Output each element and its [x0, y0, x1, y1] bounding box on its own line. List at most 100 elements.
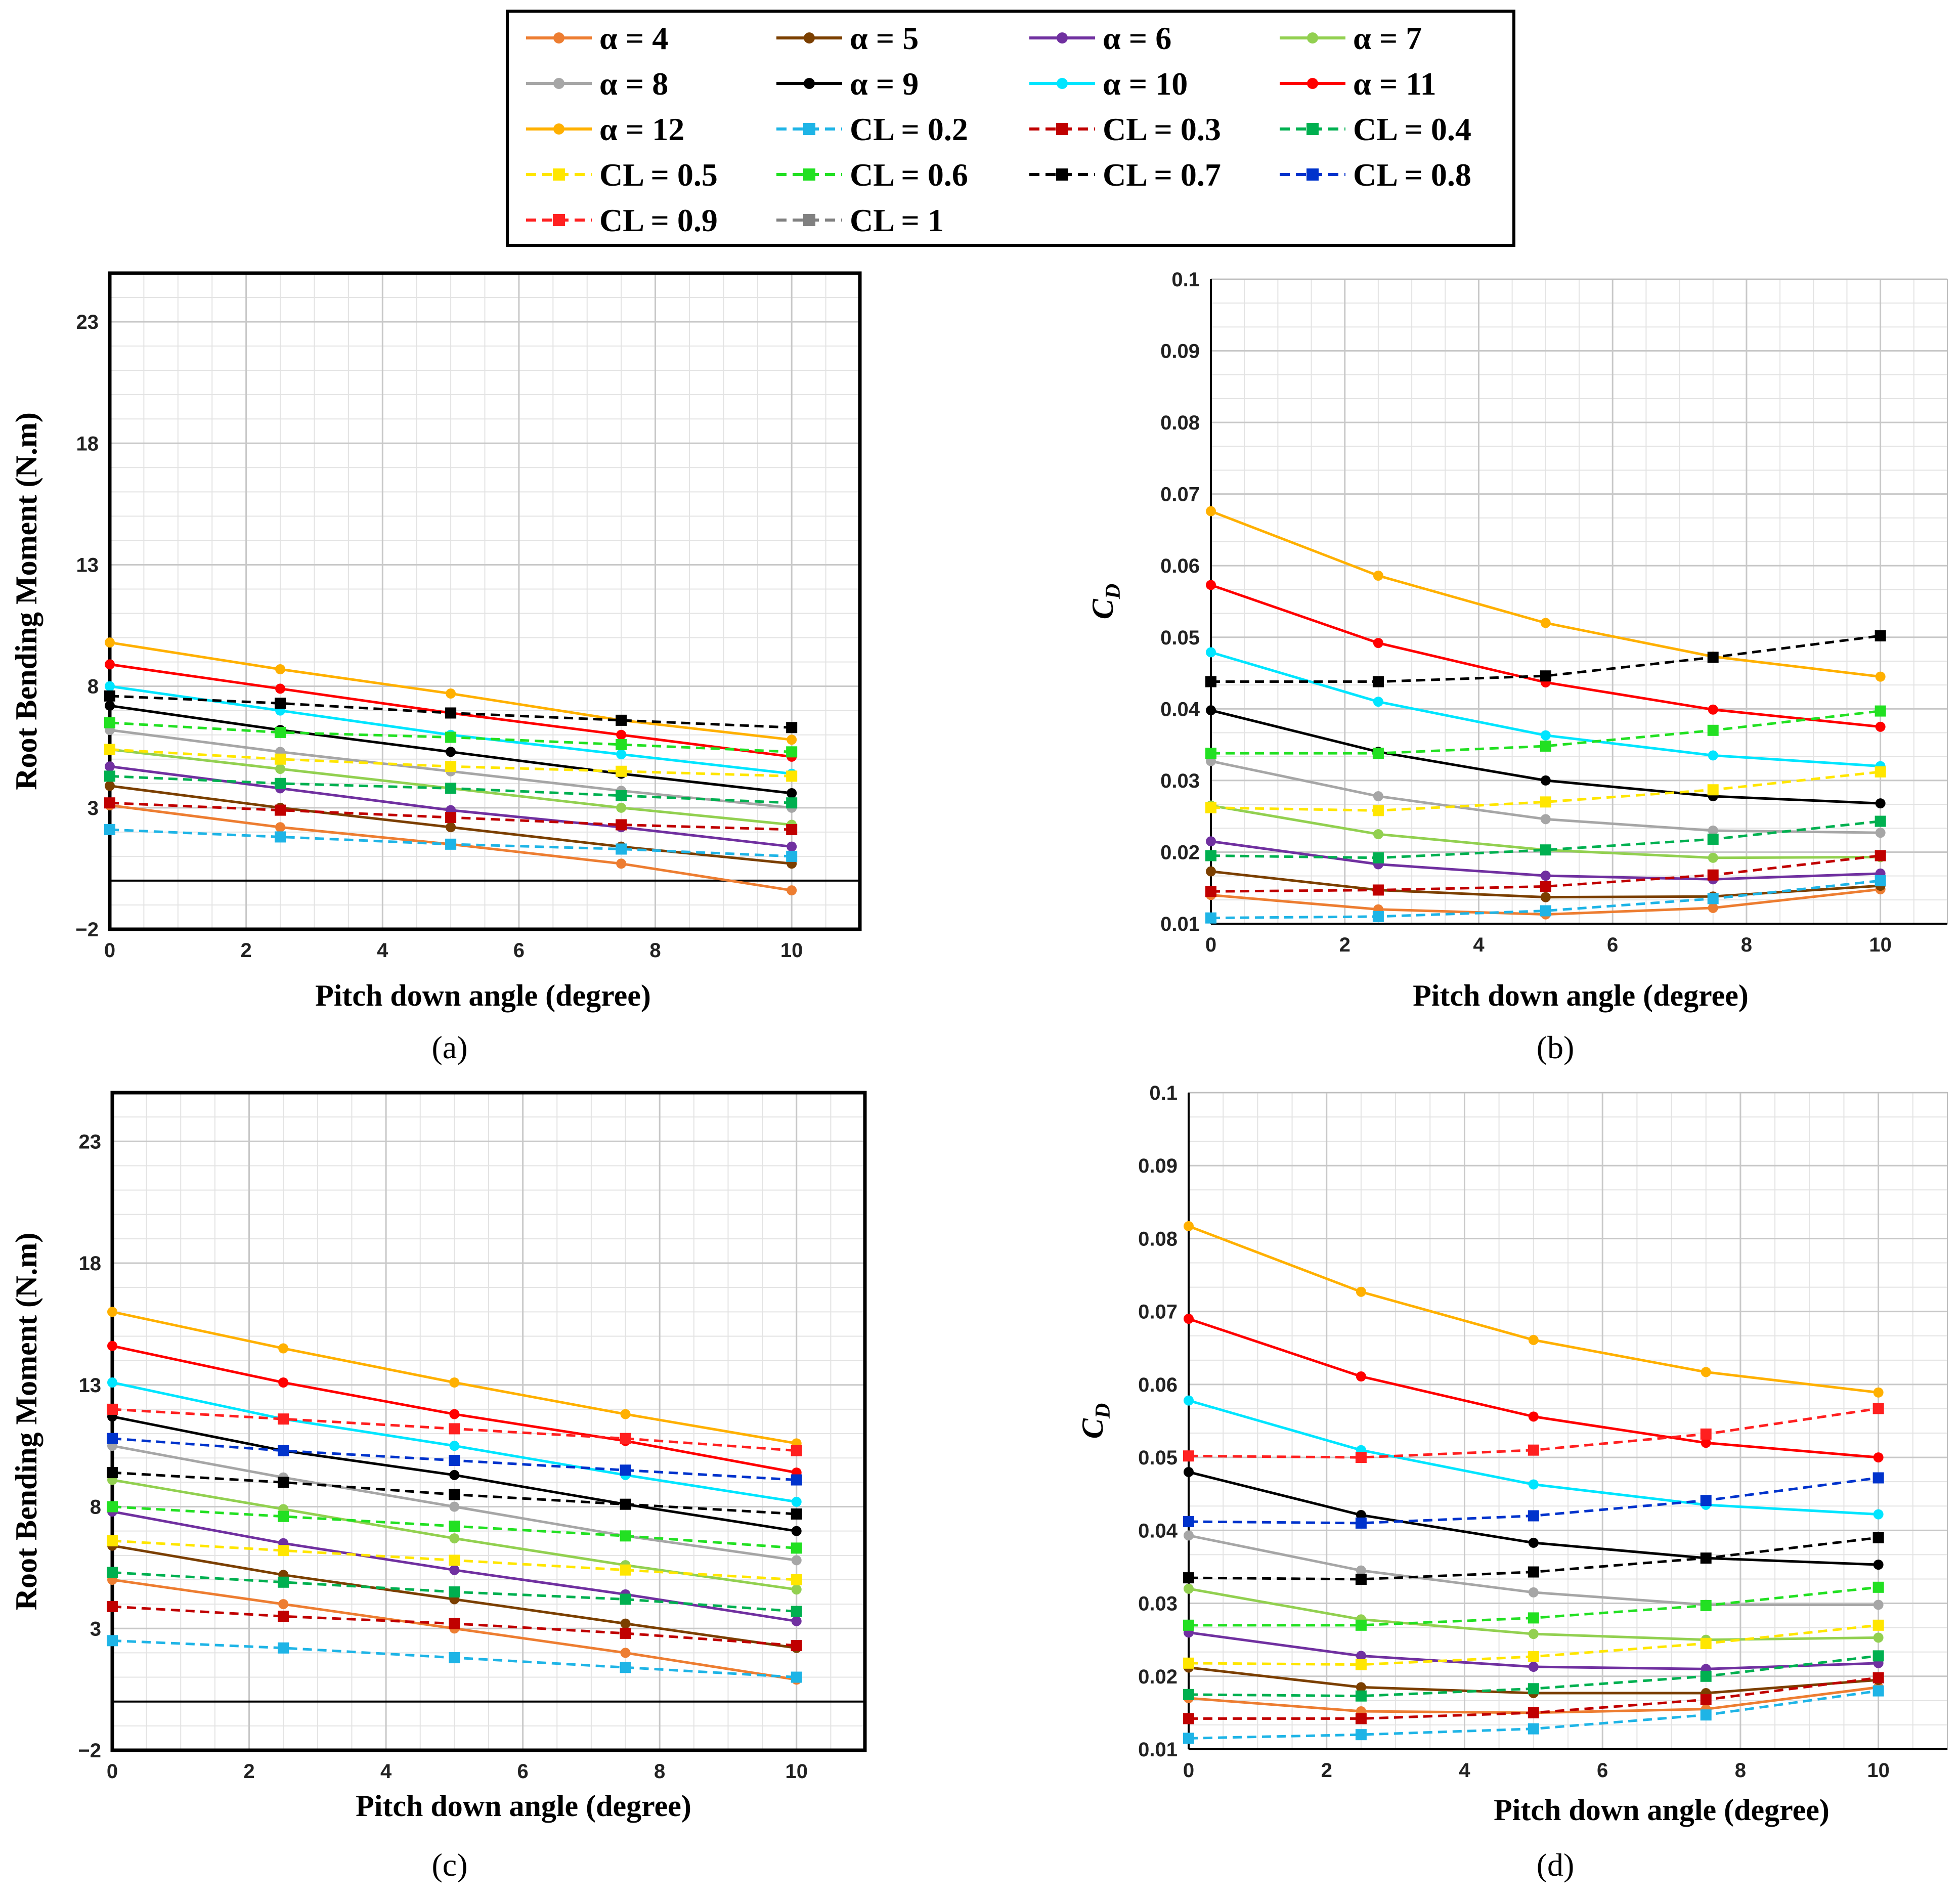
- y-axis-title: CD: [1086, 584, 1125, 619]
- y-axis-title: CD: [1076, 1403, 1115, 1439]
- data-point: [791, 1526, 802, 1536]
- data-point: [1875, 721, 1886, 732]
- series-alpha-11: [1184, 1314, 1884, 1463]
- legend-item-cl-1: CL = 1: [776, 202, 944, 238]
- series-alpha-11: [1206, 580, 1886, 732]
- data-point: [1875, 850, 1886, 861]
- data-point: [446, 688, 456, 699]
- panel-label: (a): [431, 1029, 467, 1065]
- data-point: [1184, 1314, 1194, 1324]
- data-point: [1707, 893, 1719, 904]
- data-point: [620, 1464, 631, 1476]
- data-point: [105, 761, 115, 772]
- data-point: [1206, 647, 1216, 658]
- data-point: [1373, 697, 1383, 707]
- data-point: [1528, 1612, 1539, 1624]
- data-point: [107, 1433, 118, 1444]
- data-point: [1540, 796, 1551, 808]
- legend-box: [506, 10, 1515, 247]
- data-point: [620, 1433, 631, 1444]
- data-point: [1707, 833, 1719, 845]
- data-point: [1205, 850, 1216, 861]
- data-point: [1205, 802, 1216, 813]
- data-point: [1700, 1428, 1712, 1440]
- legend-item-alpha-10: α = 10: [1029, 66, 1188, 102]
- series-line: [1210, 820, 1881, 859]
- series-cl-0-2: [107, 1635, 802, 1683]
- series-cl-0-2: [1205, 875, 1886, 924]
- x-tick-label: 6: [513, 939, 525, 962]
- legend-label: CL = 0.4: [1353, 111, 1471, 147]
- data-point: [446, 822, 456, 833]
- series-cl-0-4: [1205, 815, 1886, 863]
- data-point: [1205, 676, 1216, 687]
- legend-marker: [803, 214, 815, 226]
- x-tick-label: 4: [380, 1760, 392, 1783]
- legend-item-alpha-8: α = 8: [526, 66, 668, 102]
- y-tick-label: 0.09: [1160, 340, 1200, 363]
- legend-label: CL = 0.7: [1103, 157, 1221, 193]
- data-point: [1206, 506, 1216, 516]
- legend-item-alpha-4: α = 4: [526, 20, 668, 56]
- x-axis-title: Pitch down angle (degree): [1413, 979, 1749, 1012]
- y-tick-label: 23: [79, 1131, 102, 1153]
- data-point: [275, 753, 286, 765]
- chart-panel-c: 0 2 4 6 8 10 −2 3 8 13 18 23 Pitch down angle (degre…: [10, 1091, 867, 1883]
- y-tick-label: 0.01: [1160, 913, 1200, 935]
- data-point: [275, 763, 286, 774]
- data-point: [1707, 784, 1719, 796]
- series-cl-0-8: [107, 1433, 802, 1486]
- series-cl-0-3: [107, 1601, 802, 1651]
- y-tick-label: 0.08: [1138, 1228, 1178, 1250]
- plot-frame: [108, 271, 862, 931]
- data-point: [278, 1413, 289, 1425]
- data-point: [786, 850, 798, 862]
- data-point: [1540, 881, 1551, 892]
- legend-label: CL = 0.5: [599, 157, 718, 193]
- data-point: [1700, 1709, 1712, 1721]
- y-tick-label: 0.05: [1160, 627, 1200, 649]
- data-point: [445, 761, 457, 772]
- legend-marker: [553, 168, 565, 181]
- data-point: [1707, 724, 1719, 736]
- data-point: [1355, 1690, 1367, 1702]
- series-cl-0-2: [1183, 1685, 1884, 1744]
- legend-marker: [553, 214, 565, 226]
- data-point: [1528, 1662, 1539, 1672]
- data-point: [1872, 1650, 1884, 1662]
- data-point: [1373, 791, 1383, 802]
- legend-label: α = 4: [599, 20, 668, 56]
- data-point: [1875, 766, 1886, 777]
- x-tick-label: 2: [241, 939, 252, 962]
- data-point: [107, 1307, 117, 1317]
- series-line: [1210, 854, 1881, 893]
- series-cl-0-6: [104, 717, 798, 758]
- series-cl-0-9: [1183, 1403, 1884, 1463]
- data-point: [1356, 1371, 1366, 1382]
- data-point: [1183, 1516, 1194, 1528]
- data-point: [1184, 1221, 1194, 1231]
- data-point: [1873, 1452, 1884, 1463]
- data-point: [449, 1554, 460, 1566]
- y-tick-label: 0.04: [1160, 698, 1200, 720]
- legend-item-cl-0-6: CL = 0.6: [776, 157, 968, 193]
- data-point: [1540, 775, 1551, 786]
- data-point: [1708, 750, 1718, 761]
- data-point: [616, 843, 627, 855]
- data-point: [1528, 1587, 1539, 1597]
- data-point: [791, 1616, 802, 1626]
- data-point: [1355, 1713, 1367, 1724]
- data-point: [620, 1409, 631, 1419]
- y-tick-label: 0.08: [1160, 412, 1200, 434]
- y-tick-label: −2: [75, 919, 99, 941]
- data-point: [791, 1496, 802, 1507]
- legend-item-cl-0-5: CL = 0.5: [526, 157, 718, 193]
- data-point: [104, 770, 115, 782]
- data-point: [1528, 1537, 1539, 1548]
- series-cl-0-9: [107, 1403, 802, 1456]
- data-point: [1875, 671, 1886, 682]
- data-point: [616, 819, 627, 831]
- data-point: [107, 1501, 118, 1513]
- data-point: [449, 1470, 460, 1480]
- legend-item-alpha-9: α = 9: [776, 66, 919, 102]
